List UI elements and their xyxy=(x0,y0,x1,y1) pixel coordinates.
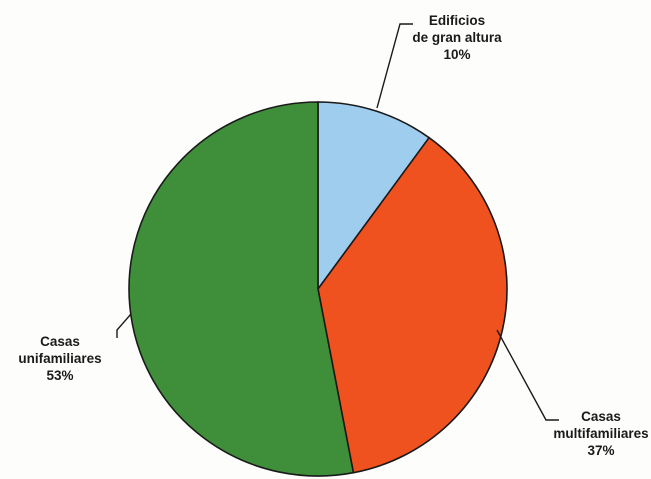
slice-label-1: Edificios de gran altura 10% xyxy=(412,13,502,62)
leader-line-3 xyxy=(116,313,132,338)
slice-percent-label: 53% xyxy=(46,368,73,383)
pie-slice-1 xyxy=(317,101,431,292)
leader-line-2 xyxy=(496,329,559,421)
slice-label-2: Casas multifamiliares 37% xyxy=(553,409,648,458)
slice-label-line: multifamiliares xyxy=(553,426,648,441)
leader-lines xyxy=(116,23,559,421)
slice-percent-label: 10% xyxy=(443,47,470,62)
slice-label-3: Casas unifamiliares 53% xyxy=(18,334,101,383)
leader-line-1 xyxy=(376,23,413,109)
pie-slice-3 xyxy=(128,101,355,477)
slice-label-line: unifamiliares xyxy=(18,351,101,366)
slice-label-line: Casas xyxy=(581,409,621,424)
slice-label-line: de gran altura xyxy=(412,30,502,45)
slice-label-line: Edificios xyxy=(429,13,485,28)
slice-label-line: Casas xyxy=(40,334,80,349)
slice-percent-label: 37% xyxy=(587,443,614,458)
pie-slice-2 xyxy=(317,136,508,474)
pie-slices xyxy=(128,101,508,477)
slice-labels: Edificios de gran altura 10% Casas multifami… xyxy=(18,13,648,458)
